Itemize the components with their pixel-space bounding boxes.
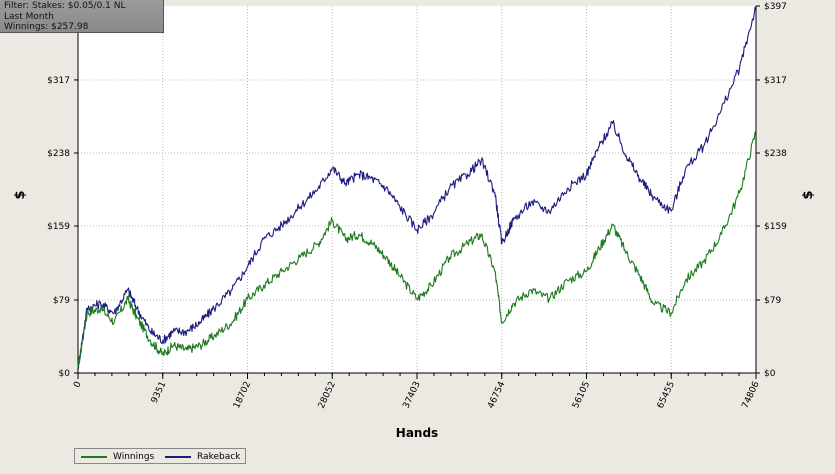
y-axis-title-left: $ — [13, 190, 28, 199]
filter-stakes-text: Filter: Stakes: $0.05/0.1 NL — [4, 1, 126, 11]
legend: Winnings Rakeback — [74, 448, 246, 464]
x-tick-label: 37403 — [402, 380, 423, 410]
legend-item-winnings: Winnings — [81, 451, 154, 462]
x-tick-label: 28052 — [317, 380, 338, 410]
legend-label-rakeback: Rakeback — [197, 451, 241, 462]
filter-winnings-text: Winnings: $257.98 — [4, 22, 89, 32]
x-tick-label: 65455 — [656, 380, 677, 410]
y-tick-label-left: $317 — [47, 76, 70, 86]
legend-label-winnings: Winnings — [113, 451, 155, 462]
legend-swatch-rakeback — [165, 455, 191, 458]
x-tick-label: 74806 — [741, 380, 762, 410]
y-tick-label-left: $79 — [53, 296, 70, 306]
y-tick-label-left: $159 — [47, 222, 70, 232]
y-tick-label-right: $317 — [764, 76, 787, 86]
y-tick-label-left: $0 — [59, 369, 71, 379]
y-tick-label-right: $238 — [764, 149, 787, 159]
series-line-winnings — [77, 130, 757, 369]
y-tick-label-left: $238 — [47, 149, 70, 159]
filter-info-box: Filter: Stakes: $0.05/0.1 NL Last Month … — [0, 0, 164, 33]
legend-item-rakeback: Rakeback — [165, 451, 240, 462]
y-axis-title-right: $ — [801, 190, 816, 199]
x-tick-label: 18702 — [232, 380, 253, 410]
x-tick-label: 56105 — [571, 380, 592, 410]
x-tick-label: 0 — [72, 380, 84, 390]
x-tick-label: 46754 — [486, 380, 507, 410]
series-line-rakeback — [77, 5, 757, 370]
y-tick-label-right: $0 — [764, 369, 776, 379]
legend-swatch-winnings — [81, 455, 107, 458]
x-tick-label: 9351 — [150, 380, 169, 405]
y-tick-label-right: $79 — [764, 296, 781, 306]
y-tick-label-right: $397 — [764, 2, 787, 12]
y-tick-label-right: $159 — [764, 222, 787, 232]
x-axis-title: Hands — [396, 426, 438, 440]
filter-period-text: Last Month — [4, 11, 54, 22]
